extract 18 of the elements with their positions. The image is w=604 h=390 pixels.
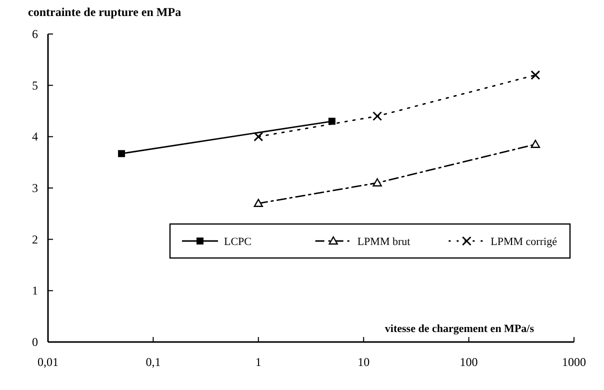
y-tick-label: 2 — [32, 232, 38, 246]
chart-title: contrainte de rupture en MPa — [28, 5, 182, 19]
y-tick-label: 1 — [32, 284, 38, 298]
y-tick-label: 6 — [32, 27, 38, 41]
y-tick-label: 0 — [32, 335, 38, 349]
legend-label: LCPC — [224, 236, 252, 248]
x-tick-label: 1 — [255, 355, 262, 369]
x-tick-label: 100 — [460, 355, 478, 369]
x-tick-label: 0,01 — [38, 355, 58, 369]
x-tick-label: 10 — [358, 355, 370, 369]
y-tick-label: 5 — [32, 78, 38, 92]
x-axis-title: vitesse de chargement en MPa/s — [384, 323, 535, 335]
x-tick-label: 0,1 — [146, 355, 161, 369]
y-tick-label: 3 — [32, 181, 38, 195]
legend-label: LPMM corrigé — [490, 236, 558, 248]
y-tick-label: 4 — [32, 130, 38, 144]
x-tick-label: 1000 — [562, 355, 586, 369]
legend-label: LPMM brut — [357, 236, 410, 248]
